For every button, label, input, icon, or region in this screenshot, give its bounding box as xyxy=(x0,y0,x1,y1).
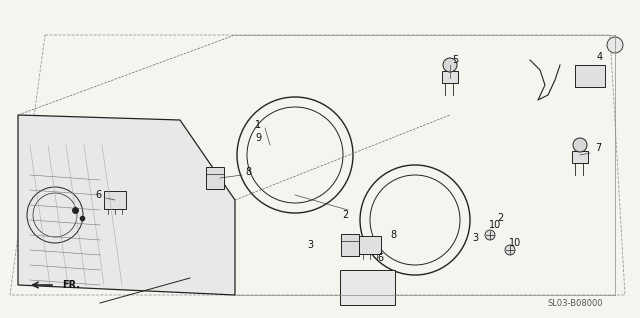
Text: 2: 2 xyxy=(342,210,348,220)
Bar xyxy=(340,270,395,305)
Bar xyxy=(341,234,359,256)
Text: 5: 5 xyxy=(452,55,458,65)
Bar xyxy=(104,191,126,209)
Text: 9: 9 xyxy=(255,133,261,143)
Text: 7: 7 xyxy=(595,143,601,153)
Polygon shape xyxy=(18,115,235,295)
Text: 10: 10 xyxy=(509,238,521,248)
Text: FR.: FR. xyxy=(62,280,80,290)
Text: 8: 8 xyxy=(245,167,251,177)
Text: 3: 3 xyxy=(472,233,478,243)
Circle shape xyxy=(607,37,623,53)
Text: 8: 8 xyxy=(390,230,396,240)
Text: 1: 1 xyxy=(255,120,261,130)
Circle shape xyxy=(505,245,515,255)
Text: 10: 10 xyxy=(489,220,501,230)
Text: 6: 6 xyxy=(95,190,101,200)
Circle shape xyxy=(443,58,457,72)
Bar xyxy=(572,151,588,163)
Bar xyxy=(442,71,458,83)
Text: 3: 3 xyxy=(307,240,313,250)
Circle shape xyxy=(485,230,495,240)
Bar xyxy=(206,167,224,189)
Circle shape xyxy=(573,138,587,152)
Text: 2: 2 xyxy=(497,213,503,223)
Text: 6: 6 xyxy=(377,253,383,263)
Text: 4: 4 xyxy=(597,52,603,62)
Bar xyxy=(359,236,381,254)
Text: SL03-B08000: SL03-B08000 xyxy=(548,299,604,308)
Bar xyxy=(575,65,605,87)
